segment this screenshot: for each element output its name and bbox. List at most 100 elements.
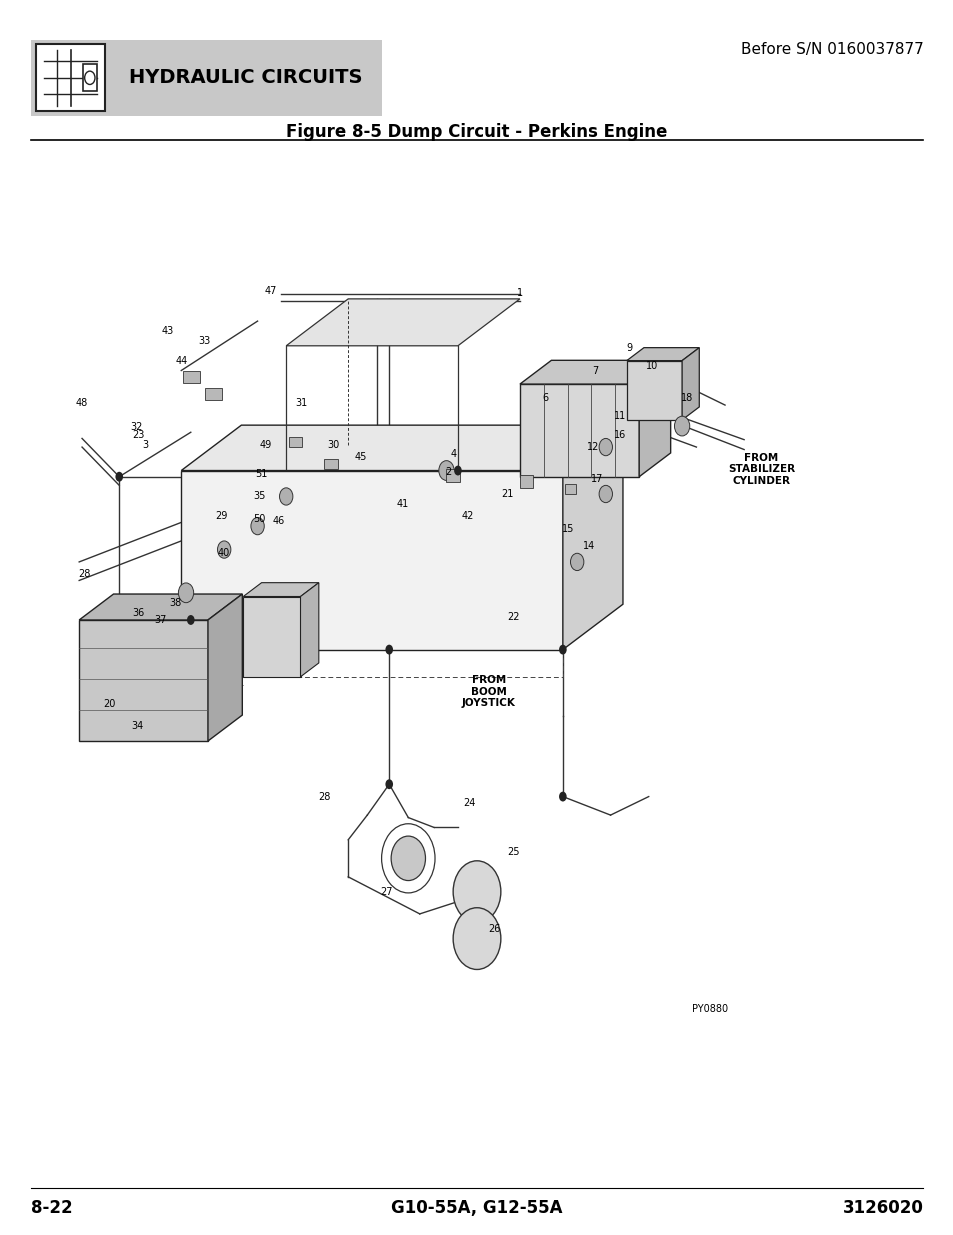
Text: 10: 10 bbox=[646, 361, 658, 370]
Text: HYDRAULIC CIRCUITS: HYDRAULIC CIRCUITS bbox=[129, 68, 362, 88]
Text: FROM
STABILIZER
CYLINDER: FROM STABILIZER CYLINDER bbox=[727, 453, 794, 485]
Text: 11: 11 bbox=[614, 411, 625, 421]
Text: 37: 37 bbox=[154, 615, 166, 625]
Text: 25: 25 bbox=[506, 847, 519, 857]
Text: 44: 44 bbox=[175, 356, 187, 366]
Circle shape bbox=[391, 836, 425, 881]
Bar bbox=[183, 370, 200, 383]
Polygon shape bbox=[300, 583, 318, 677]
Circle shape bbox=[558, 792, 566, 802]
Circle shape bbox=[453, 861, 500, 923]
Polygon shape bbox=[639, 361, 670, 477]
Polygon shape bbox=[519, 384, 639, 477]
Polygon shape bbox=[519, 361, 670, 384]
Text: 47: 47 bbox=[265, 287, 276, 296]
Circle shape bbox=[453, 908, 500, 969]
Text: 50: 50 bbox=[253, 514, 265, 524]
Circle shape bbox=[279, 488, 293, 505]
Text: 46: 46 bbox=[273, 516, 284, 526]
Bar bbox=[205, 388, 222, 400]
Text: 22: 22 bbox=[506, 613, 519, 622]
Circle shape bbox=[251, 517, 264, 535]
Text: 3: 3 bbox=[142, 440, 148, 450]
Polygon shape bbox=[79, 594, 242, 620]
Text: 43: 43 bbox=[162, 326, 173, 336]
Text: 1: 1 bbox=[517, 288, 522, 298]
Text: 4: 4 bbox=[450, 450, 456, 459]
Text: 17: 17 bbox=[591, 474, 602, 484]
Text: 8-22: 8-22 bbox=[30, 1199, 72, 1216]
Text: 31: 31 bbox=[295, 398, 307, 408]
Text: 32: 32 bbox=[131, 422, 142, 432]
Polygon shape bbox=[681, 348, 699, 420]
Bar bbox=[289, 437, 302, 447]
Text: 34: 34 bbox=[132, 721, 143, 731]
Text: 20: 20 bbox=[104, 699, 115, 709]
Polygon shape bbox=[181, 425, 622, 471]
Text: 12: 12 bbox=[587, 442, 598, 452]
Bar bbox=[324, 459, 337, 469]
Polygon shape bbox=[243, 597, 300, 677]
Text: 28: 28 bbox=[78, 569, 90, 579]
Text: 6: 6 bbox=[542, 393, 548, 403]
Polygon shape bbox=[626, 348, 699, 361]
Circle shape bbox=[385, 645, 393, 655]
Text: 48: 48 bbox=[76, 398, 88, 408]
Text: 35: 35 bbox=[253, 492, 265, 501]
Text: PY0880: PY0880 bbox=[691, 1004, 727, 1014]
Text: 42: 42 bbox=[461, 511, 473, 521]
Text: 23: 23 bbox=[132, 430, 144, 440]
Text: 3126020: 3126020 bbox=[841, 1199, 923, 1216]
Polygon shape bbox=[626, 361, 681, 420]
Circle shape bbox=[598, 485, 612, 503]
Bar bbox=[519, 475, 533, 488]
Circle shape bbox=[438, 461, 454, 480]
Text: G10-55A, G12-55A: G10-55A, G12-55A bbox=[391, 1199, 562, 1216]
Bar bbox=[564, 484, 576, 494]
Text: 14: 14 bbox=[583, 541, 595, 551]
Text: 28: 28 bbox=[318, 792, 330, 802]
Text: 7: 7 bbox=[592, 366, 598, 375]
Text: 40: 40 bbox=[217, 548, 229, 558]
Text: 30: 30 bbox=[328, 440, 339, 450]
Text: 36: 36 bbox=[132, 608, 144, 618]
Text: 33: 33 bbox=[198, 336, 210, 346]
Text: 24: 24 bbox=[463, 798, 475, 808]
Circle shape bbox=[674, 416, 689, 436]
Text: 18: 18 bbox=[680, 393, 692, 403]
Bar bbox=[30, 40, 381, 116]
Polygon shape bbox=[79, 620, 208, 741]
Polygon shape bbox=[243, 583, 318, 597]
Circle shape bbox=[178, 583, 193, 603]
Circle shape bbox=[570, 553, 583, 571]
Polygon shape bbox=[181, 471, 562, 650]
Text: FROM
BOOM
JOYSTICK: FROM BOOM JOYSTICK bbox=[461, 676, 515, 708]
Text: 15: 15 bbox=[562, 524, 574, 534]
Circle shape bbox=[385, 779, 393, 789]
Circle shape bbox=[187, 615, 194, 625]
Text: 45: 45 bbox=[355, 452, 366, 462]
Text: 16: 16 bbox=[614, 430, 625, 440]
Text: 9: 9 bbox=[626, 343, 632, 353]
Text: 21: 21 bbox=[501, 489, 513, 499]
Text: Before S/N 0160037877: Before S/N 0160037877 bbox=[740, 42, 923, 57]
Text: 29: 29 bbox=[215, 511, 227, 521]
Text: 41: 41 bbox=[396, 499, 408, 509]
Polygon shape bbox=[562, 425, 622, 650]
Text: 51: 51 bbox=[255, 469, 267, 479]
Circle shape bbox=[454, 466, 461, 475]
Circle shape bbox=[217, 541, 231, 558]
Circle shape bbox=[598, 438, 612, 456]
Polygon shape bbox=[208, 594, 242, 741]
Text: 49: 49 bbox=[259, 440, 271, 450]
Bar bbox=[36, 44, 105, 111]
Polygon shape bbox=[286, 299, 519, 346]
Text: 26: 26 bbox=[488, 924, 499, 934]
Text: 38: 38 bbox=[170, 598, 181, 608]
Bar bbox=[446, 469, 459, 482]
Circle shape bbox=[115, 472, 123, 482]
Text: Figure 8-5 Dump Circuit - Perkins Engine: Figure 8-5 Dump Circuit - Perkins Engine bbox=[286, 124, 667, 141]
Circle shape bbox=[558, 645, 566, 655]
Text: 2: 2 bbox=[445, 467, 451, 477]
Text: 27: 27 bbox=[379, 887, 393, 897]
